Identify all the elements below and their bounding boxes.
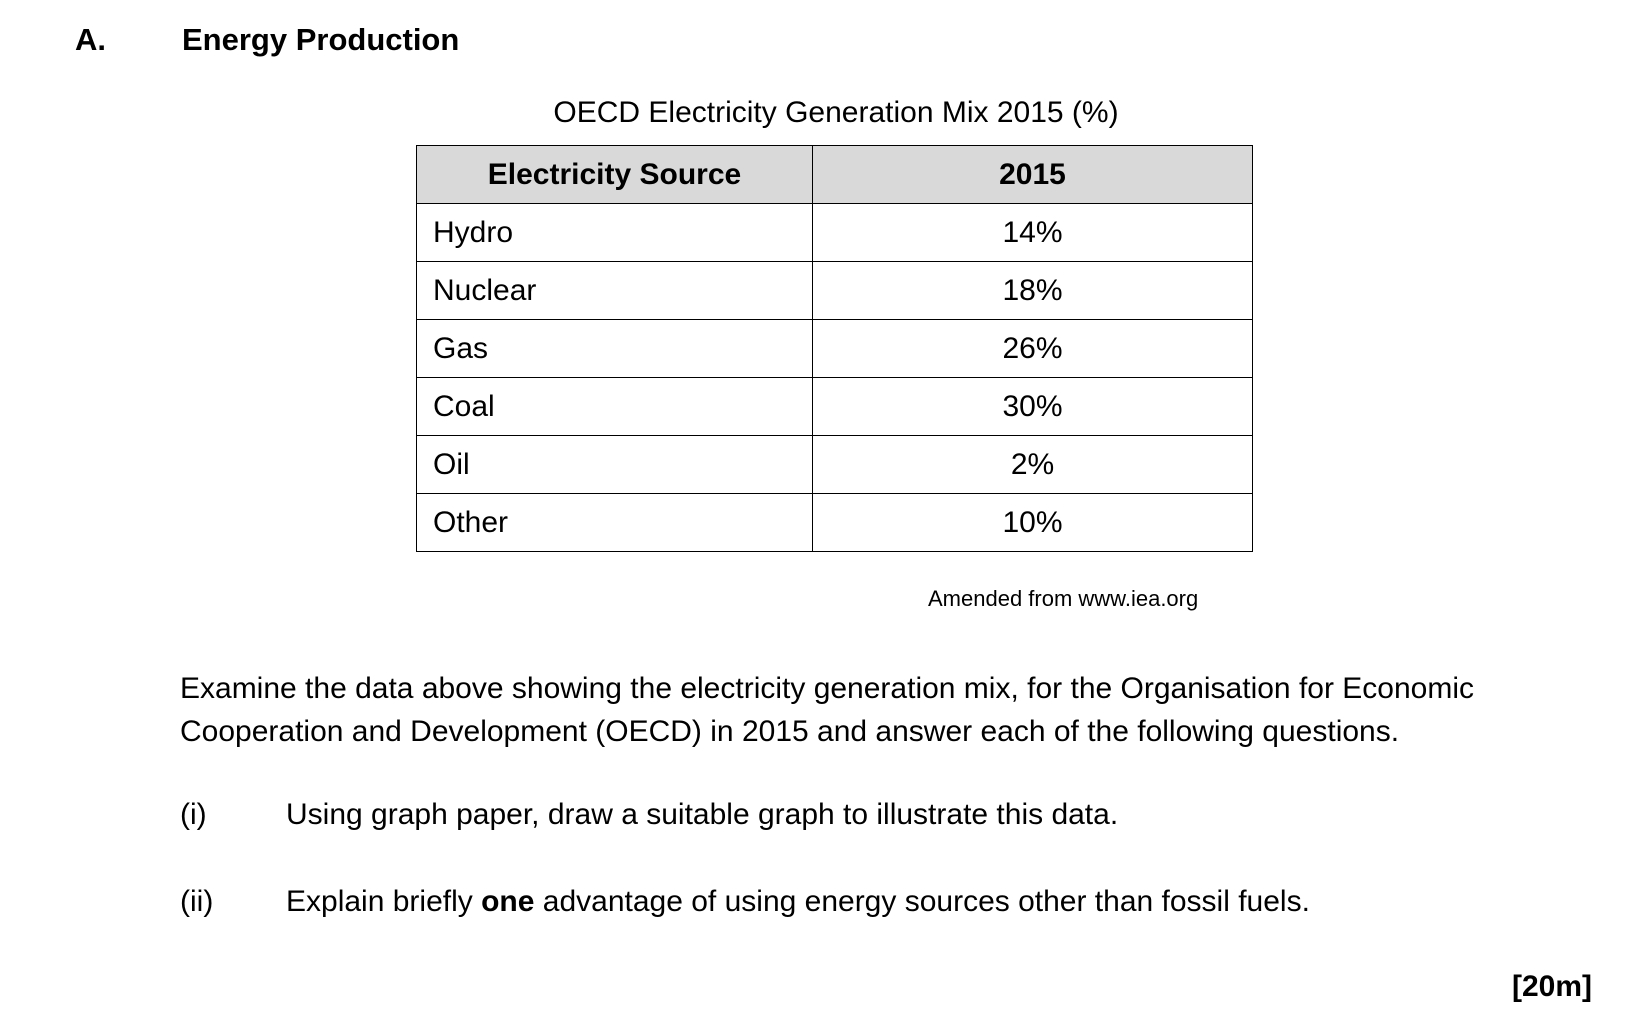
value-cell: 18% bbox=[812, 261, 1253, 320]
table-row: Nuclear 18% bbox=[416, 261, 1253, 320]
source-cell: Other bbox=[416, 493, 813, 552]
value-cell: 30% bbox=[812, 377, 1253, 436]
question-text-part: advantage of using energy sources other … bbox=[534, 885, 1310, 918]
generation-mix-table: Electricity Source 2015 Hydro 14% Nuclea… bbox=[416, 145, 1253, 552]
source-cell: Oil bbox=[416, 435, 813, 494]
table-header-row: Electricity Source 2015 bbox=[416, 145, 1253, 204]
question-text-part: Explain briefly bbox=[286, 885, 482, 918]
source-cell: Gas bbox=[416, 319, 813, 378]
intro-paragraph: Examine the data above showing the elect… bbox=[180, 672, 1475, 748]
source-cell: Hydro bbox=[416, 203, 813, 262]
marks-label: [20m] bbox=[1511, 970, 1592, 1003]
table-row: Coal 30% bbox=[416, 377, 1253, 436]
question-text: Using graph paper, draw a suitable graph… bbox=[286, 798, 1119, 831]
question-text: Explain briefly one advantage of using e… bbox=[286, 885, 1310, 919]
source-note: Amended from www.iea.org bbox=[928, 586, 1199, 611]
question-number: (ii) bbox=[180, 885, 214, 918]
table-row: Gas 26% bbox=[416, 319, 1253, 378]
column-header-source: Electricity Source bbox=[416, 145, 813, 204]
table-row: Hydro 14% bbox=[416, 203, 1253, 262]
source-cell: Nuclear bbox=[416, 261, 813, 320]
table-row: Other 10% bbox=[416, 493, 1253, 552]
table-row: Oil 2% bbox=[416, 435, 1253, 494]
value-cell: 10% bbox=[812, 493, 1253, 552]
table-title: OECD Electricity Generation Mix 2015 (%) bbox=[553, 96, 1119, 129]
question-emphasis: one bbox=[481, 885, 535, 918]
source-cell: Coal bbox=[416, 377, 813, 436]
column-header-year: 2015 bbox=[812, 145, 1253, 204]
value-cell: 2% bbox=[812, 435, 1253, 494]
question-number: (i) bbox=[180, 798, 207, 831]
section-title: Energy Production bbox=[182, 22, 460, 57]
value-cell: 14% bbox=[812, 203, 1253, 262]
value-cell: 26% bbox=[812, 319, 1253, 378]
section-letter: A. bbox=[75, 22, 106, 57]
